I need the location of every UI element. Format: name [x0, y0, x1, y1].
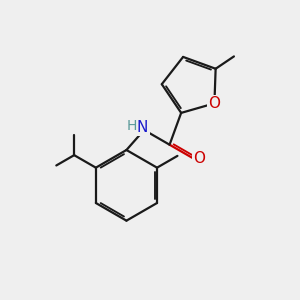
Text: O: O: [193, 151, 205, 166]
Text: N: N: [137, 120, 148, 135]
Text: H: H: [127, 119, 137, 134]
Text: O: O: [208, 96, 220, 111]
